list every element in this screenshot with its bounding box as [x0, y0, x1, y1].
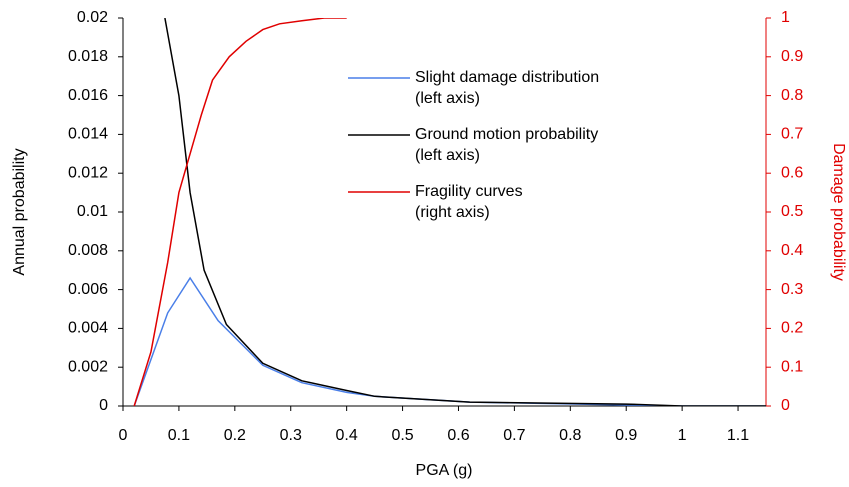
y-tick-label: 0.002: [68, 358, 108, 375]
y-tick-label: 0.008: [68, 242, 108, 259]
x-axis-label: PGA (g): [416, 462, 473, 479]
legend-label: Slight damage distribution (left axis): [415, 69, 600, 107]
y2-axis-label: Damage probability: [830, 143, 847, 281]
y-tick-label: 0: [99, 397, 108, 414]
x-tick-label: 0.2: [224, 427, 246, 444]
y2-tick-label: 0.6: [781, 164, 803, 181]
y2-tick-label: 0.9: [781, 48, 803, 65]
y-axis-label: Annual probability: [11, 148, 28, 275]
plot-area: [133, 18, 766, 406]
y2-tick-label: 0.3: [781, 281, 803, 298]
y2-tick-label: 0.2: [781, 320, 803, 337]
y-tick-label: 0.018: [68, 48, 108, 65]
y-tick-label: 0.004: [68, 320, 108, 337]
y-tick-label: 0.014: [68, 126, 108, 143]
x-tick-label: 0.4: [336, 427, 358, 444]
y-tick-label: 0.01: [77, 203, 108, 220]
y-tick-label: 0.02: [77, 9, 108, 26]
x-tick-label: 0.8: [559, 427, 581, 444]
y2-tick-label: 1: [781, 9, 790, 26]
x-tick-label: 0.7: [503, 427, 525, 444]
x-tick-label: 0.1: [168, 427, 190, 444]
x-tick-label: 1.1: [727, 427, 749, 444]
x-tick-label: 0: [119, 427, 128, 444]
x-tick-label: 0.6: [447, 427, 469, 444]
x-tick-label: 0.5: [391, 427, 413, 444]
legend-label: Fragility curves (right axis): [415, 183, 523, 221]
series-line: [164, 18, 766, 406]
y2-tick-label: 0.7: [781, 126, 803, 143]
y-tick-label: 0.012: [68, 164, 108, 181]
series-line: [133, 276, 766, 406]
y2-tick-label: 0.1: [781, 358, 803, 375]
x-tick-label: 0.3: [280, 427, 302, 444]
y2-tick-label: 0: [781, 397, 790, 414]
x-tick-label: 0.9: [615, 427, 637, 444]
y2-tick-label: 0.4: [781, 242, 803, 259]
y-tick-label: 0.006: [68, 281, 108, 298]
x-tick-label: 1: [678, 427, 687, 444]
y2-tick-label: 0.8: [781, 87, 803, 104]
series-line: [133, 18, 347, 406]
legend-label: Ground motion probability (left axis): [415, 126, 599, 164]
y2-tick-label: 0.5: [781, 203, 803, 220]
y-tick-label: 0.016: [68, 87, 108, 104]
